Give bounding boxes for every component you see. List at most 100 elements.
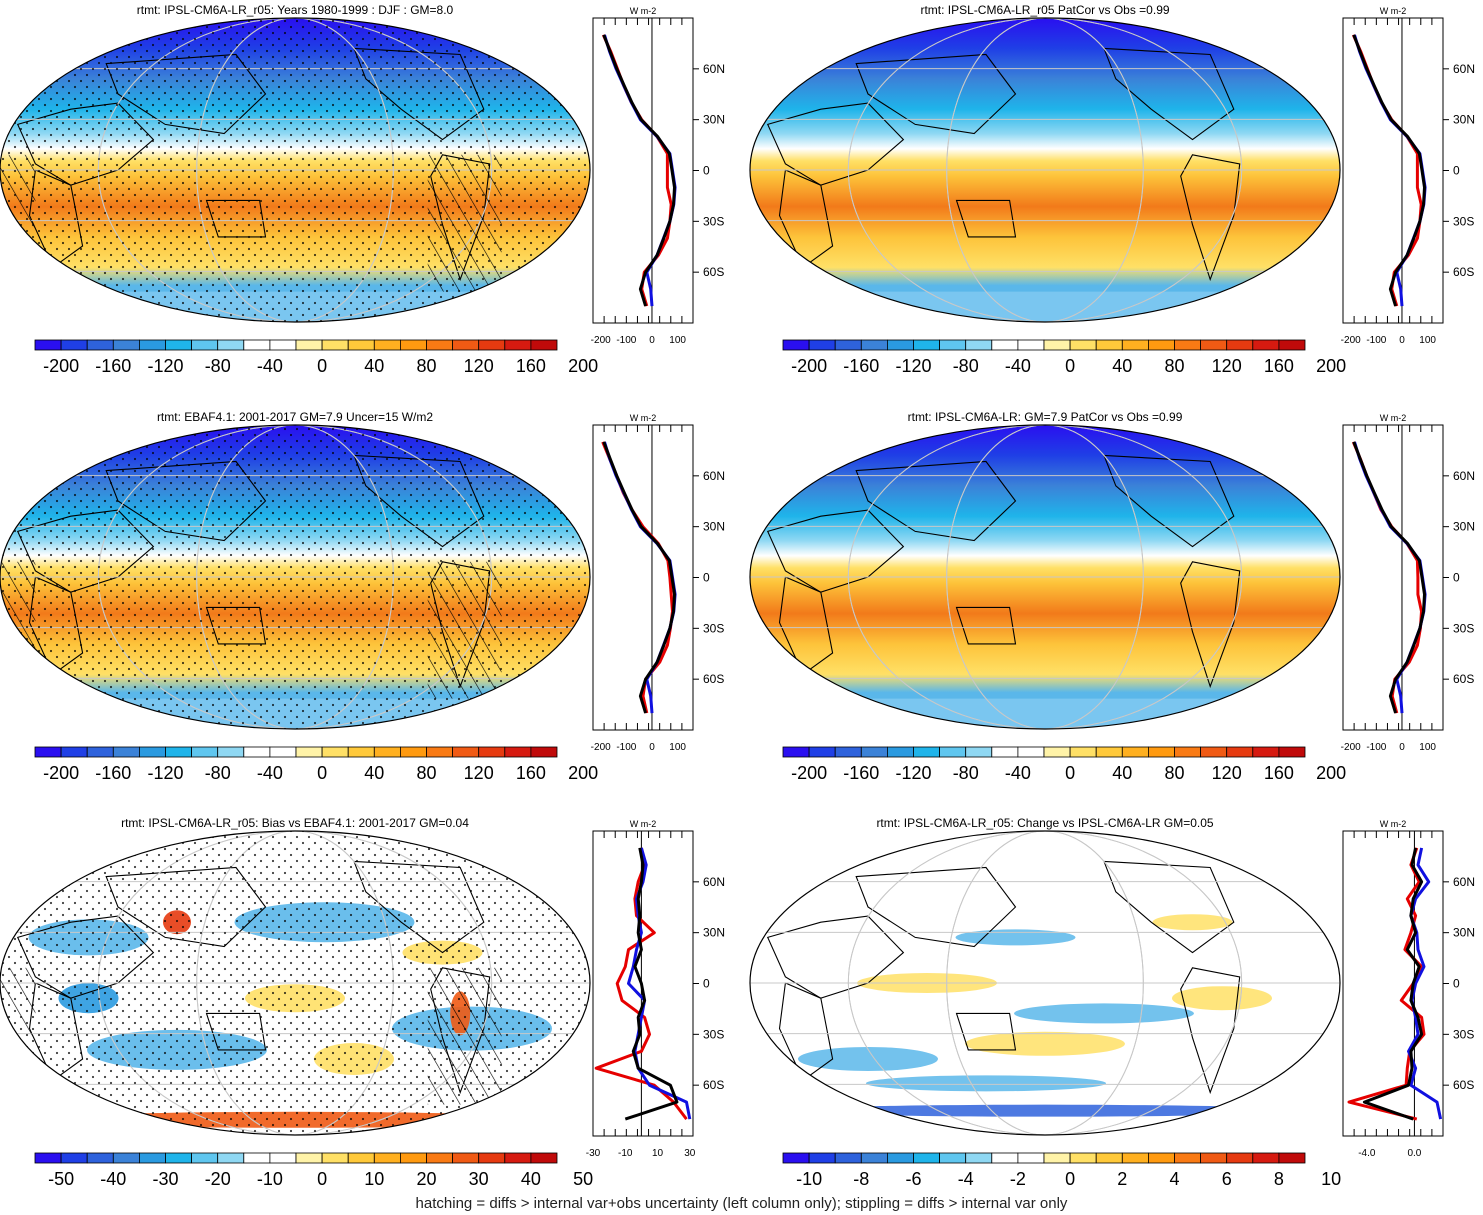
profile-series-red [601, 441, 674, 714]
colorbar-tick-label: 200 [1316, 356, 1346, 376]
map-field [0, 425, 590, 729]
colorbar-swatch [373, 339, 401, 351]
colorbar-swatch [1148, 1152, 1175, 1164]
profile-x-label: -10 [618, 1148, 633, 1159]
colorbar-tick-label: 40 [1112, 763, 1132, 783]
longitude-gridline [847, 831, 1243, 1135]
colorbar-swatch [913, 339, 941, 351]
colorbar-swatch [504, 339, 532, 351]
colorbar-tick-label: 200 [568, 763, 598, 783]
colorbar-swatch [808, 746, 836, 758]
colorbar-swatch [60, 746, 88, 758]
profile-series-blue [1353, 441, 1427, 714]
colorbar-swatch [1121, 1152, 1149, 1164]
colorbar-tick-label: 0 [317, 1169, 327, 1189]
continent-outline [855, 866, 1017, 948]
map-panel-4 [749, 424, 1341, 730]
profile-series-blue [1407, 847, 1443, 1120]
profile-lat-label: 60N [1453, 469, 1475, 483]
profile-x-label: -100 [1366, 742, 1386, 753]
profile-lat-label: 30S [1453, 621, 1474, 635]
colorbar-swatch [321, 1152, 349, 1164]
colorbar-swatch [860, 746, 888, 758]
colorbar-tick-label: -40 [1005, 356, 1031, 376]
colorbar-swatch [86, 339, 114, 351]
profile-x-label: 0 [1399, 335, 1405, 346]
colorbar-swatch [478, 339, 506, 351]
colorbar-swatch [426, 339, 454, 351]
colorbar-swatch [1095, 746, 1123, 758]
colorbar-tick-label: 2 [1117, 1169, 1127, 1189]
map-panel-6 [749, 830, 1341, 1136]
profile-x-label: -30 [586, 1148, 601, 1159]
colorbar-6: -10 -8 -6 -4 -2 0 2 4 6 8 10 [782, 1152, 1341, 1189]
continent-outline [1103, 47, 1235, 141]
colorbar-swatch [321, 746, 349, 758]
colorbar-swatch [1174, 1152, 1202, 1164]
panel-5-title: rtmt: IPSL-CM6A-LR_r05: Bias vs EBAF4.1:… [121, 816, 469, 830]
profile-series-black [1352, 441, 1426, 714]
colorbar-swatch [991, 746, 1019, 758]
continent-outline [778, 169, 834, 269]
profile-series-blue [603, 441, 677, 714]
continent-outline [1103, 454, 1235, 548]
colorbar-tick-label: 40 [364, 763, 384, 783]
profile-series-black [1362, 847, 1424, 1121]
colorbar-tick-label: 0 [1065, 763, 1075, 783]
antarctica [750, 291, 1340, 322]
longitude-gridline [847, 425, 1243, 729]
continent-outline [1180, 967, 1241, 1095]
colorbar-swatch [347, 339, 375, 351]
colorbar-swatch [834, 1152, 862, 1164]
colorbar-swatch [1043, 746, 1071, 758]
profile-series-black [602, 441, 676, 714]
profile-series-black [1352, 34, 1426, 307]
profile-series-blue [603, 34, 677, 307]
map-field [750, 18, 1340, 322]
profile-lat-label: 30N [703, 113, 725, 127]
colorbar-swatch [191, 746, 219, 758]
colorbar-swatch [452, 1152, 480, 1164]
colorbar-swatch [1017, 1152, 1045, 1164]
colorbar-swatch [1200, 1152, 1228, 1164]
colorbar-swatch [1043, 339, 1071, 351]
colorbar-swatch [887, 746, 914, 758]
colorbar-tick-label: 80 [416, 356, 436, 376]
colorbar-swatch [478, 746, 506, 758]
continent-outline [778, 982, 834, 1082]
continent-outline [766, 509, 905, 593]
change-region [1014, 1003, 1194, 1024]
colorbar-swatch [1069, 1152, 1097, 1164]
profile-x-label: -100 [616, 742, 636, 753]
profile-lat-label: 30N [703, 520, 725, 534]
colorbar-swatch [1278, 339, 1306, 351]
colorbar-swatch [295, 1152, 323, 1164]
colorbar-tick-label: -200 [791, 356, 827, 376]
colorbar-4: -200 -160 -120 -80 -40 0 40 80 120 160 200 [782, 746, 1346, 783]
colorbar-swatch [243, 1152, 271, 1164]
colorbar-swatch [887, 339, 914, 351]
colorbar-tick-label: 160 [516, 763, 546, 783]
colorbar-tick-label: 20 [416, 1169, 436, 1189]
colorbar-swatch [1226, 1152, 1254, 1164]
colorbar-swatch [965, 746, 993, 758]
map-panel-2 [749, 17, 1341, 323]
colorbar-swatch [426, 1152, 454, 1164]
profile-x-label: 30 [684, 1148, 696, 1159]
profile-series-black [602, 34, 676, 307]
profile-lat-label: 60N [703, 469, 725, 483]
colorbar-swatch [34, 339, 62, 351]
profile-lat-label: 60S [703, 672, 724, 686]
colorbar-tick-label: 50 [573, 1169, 593, 1189]
colorbar-swatch [808, 339, 836, 351]
colorbar-tick-label: -80 [205, 356, 231, 376]
profile-unit-label: W m-2 [1380, 819, 1407, 829]
colorbar-tick-label: 10 [1321, 1169, 1341, 1189]
colorbar-swatch [269, 339, 297, 351]
colorbar-swatch [1200, 746, 1228, 758]
profile-series-black [624, 847, 679, 1121]
colorbar-swatch [269, 746, 297, 758]
colorbar-tick-label: -80 [205, 763, 231, 783]
profile-x-label: -4.0 [1358, 1148, 1376, 1159]
colorbar-swatch [347, 746, 375, 758]
